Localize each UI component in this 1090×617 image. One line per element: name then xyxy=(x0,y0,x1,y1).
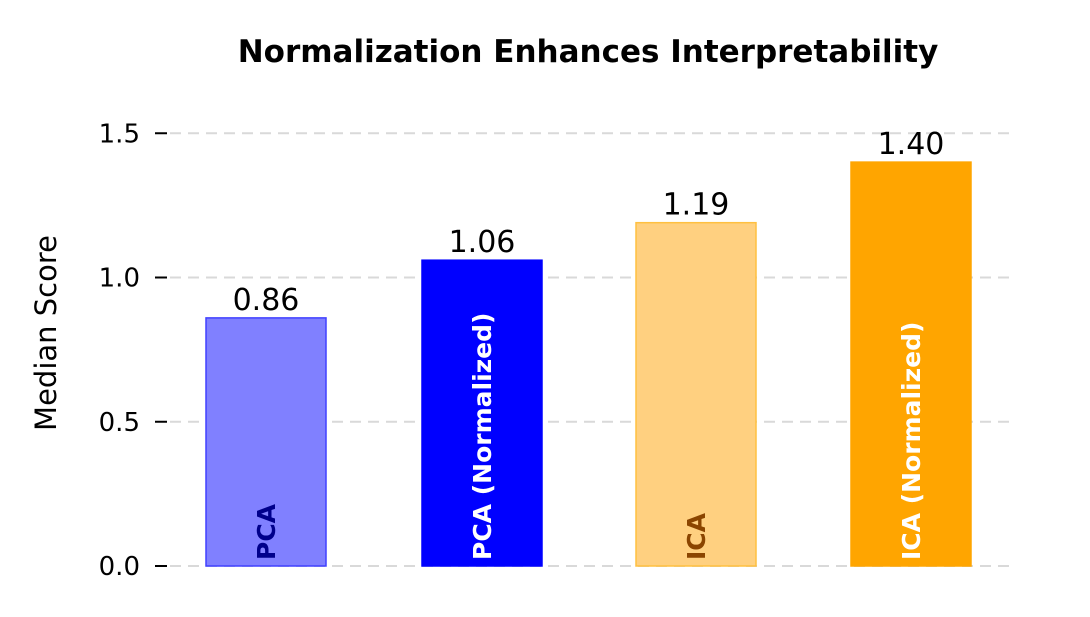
y-axis: 0.0 0.5 1.0 1.5 xyxy=(99,119,167,582)
bar-value-label: 1.06 xyxy=(449,225,516,260)
grid-lines xyxy=(170,132,1010,567)
bar-category-label: ICA xyxy=(682,512,711,560)
bar-category-label: PCA (Normalized) xyxy=(468,313,497,560)
y-tick-label: 1.0 xyxy=(99,264,140,294)
bar xyxy=(850,161,972,567)
chart-title: Normalization Enhances Interpretability xyxy=(238,34,939,70)
y-tick-label: 0.5 xyxy=(99,408,140,438)
y-tick-label: 0.0 xyxy=(99,552,140,582)
value-labels: 0.86 PCA 1.06 PCA (Normalized) 1.19 ICA 1.40 IC… xyxy=(233,127,945,560)
bar xyxy=(205,317,327,567)
y-axis-label: Median Score xyxy=(29,235,63,431)
bar xyxy=(421,259,543,567)
bar-value-label: 1.40 xyxy=(878,127,945,162)
bar-category-label: PCA xyxy=(252,503,281,560)
bar xyxy=(635,221,757,567)
y-tick-label: 1.5 xyxy=(99,119,140,149)
bar-value-label: 0.86 xyxy=(233,283,300,318)
bar-value-label: 1.19 xyxy=(663,188,730,223)
bars xyxy=(205,161,972,567)
bar-category-label: ICA (Normalized) xyxy=(897,322,926,560)
